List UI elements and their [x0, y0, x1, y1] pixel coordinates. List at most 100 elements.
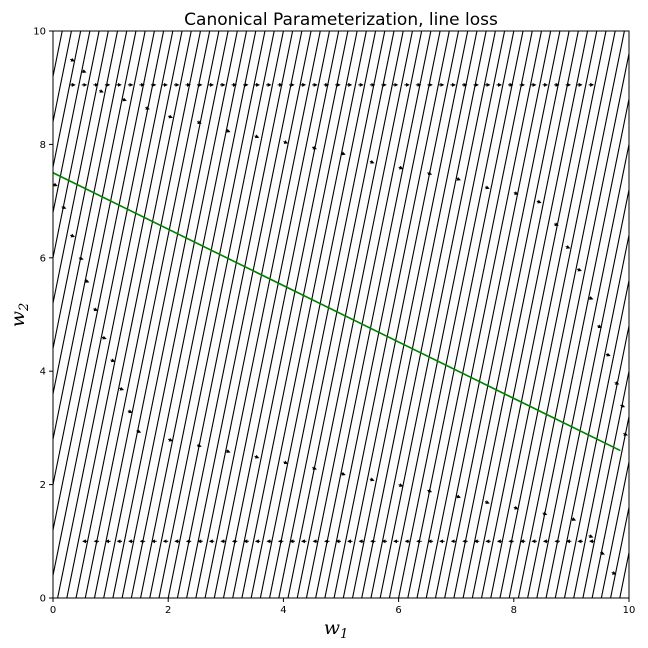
- stream-line: [222, 31, 340, 598]
- trajectory-arrow: [340, 151, 346, 156]
- trajectory-arrow: [605, 352, 611, 357]
- trajectory-arrow: [312, 466, 317, 470]
- trajectory-arrows: [53, 57, 628, 575]
- y-tick-label: 10: [33, 27, 46, 38]
- stream-line: [638, 31, 648, 598]
- stream-line: [573, 323, 629, 598]
- stream-line: [53, 31, 91, 216]
- trajectory-arrow: [225, 449, 231, 453]
- y-axis-label: w2: [7, 303, 32, 328]
- stream-line: [158, 31, 275, 598]
- trajectory-arrow: [484, 185, 490, 190]
- trajectory-arrow: [101, 335, 107, 340]
- stream-line: [536, 141, 629, 598]
- trajectory-arrow: [70, 57, 76, 62]
- stream-line: [444, 31, 561, 598]
- trajectory-arrow: [565, 245, 571, 249]
- trajectory-arrow: [513, 191, 519, 195]
- stream-line: [53, 31, 100, 261]
- trajectory-arrow: [283, 460, 289, 465]
- stream-line: [53, 31, 128, 397]
- optimum-line: [52, 172, 621, 452]
- horizontal-streams: [70, 82, 595, 544]
- stream-line: [370, 31, 487, 598]
- stream-line: [278, 31, 395, 598]
- y-tick-label: 4: [40, 367, 46, 378]
- stream-line: [204, 31, 321, 598]
- trajectory-arrow: [536, 199, 542, 204]
- trajectory-arrow: [127, 409, 133, 414]
- trajectory-arrow: [513, 505, 519, 510]
- stream-line: [554, 232, 629, 598]
- trajectory-arrow: [369, 159, 375, 164]
- y-tick-label: 2: [40, 480, 46, 491]
- stream-line: [75, 31, 192, 598]
- stream-line: [416, 31, 533, 598]
- stream-line: [0, 31, 7, 598]
- stream-lines: [0, 31, 648, 598]
- stream-line: [53, 31, 165, 579]
- trajectory-arrow: [588, 534, 594, 538]
- stream-line: [186, 31, 303, 598]
- stream-line: [53, 31, 119, 352]
- stream-line: [563, 277, 629, 598]
- trajectory-arrow: [456, 176, 461, 181]
- stream-line: [269, 31, 386, 598]
- stream-line: [232, 31, 349, 598]
- trajectory-arrow: [588, 296, 594, 300]
- chart-title: Canonical Parameterization, line loss: [184, 10, 498, 30]
- stream-line: [53, 31, 137, 443]
- trajectory-arrow: [611, 571, 617, 575]
- stream-line: [499, 31, 616, 598]
- x-tick-label: 6: [395, 605, 401, 616]
- stream-line: [545, 186, 629, 598]
- stream-line: [53, 31, 146, 488]
- stream-line: [379, 31, 496, 598]
- trajectory-arrow: [600, 551, 605, 555]
- stream-line: [140, 31, 257, 598]
- trajectory-arrow: [93, 307, 99, 312]
- stream-line: [167, 31, 284, 598]
- stream-line: [112, 31, 229, 598]
- stream-line: [259, 31, 377, 598]
- stream-line: [195, 31, 312, 598]
- x-axis-ticks: 0 2 4 6 8 10: [50, 598, 635, 616]
- stream-line: [103, 31, 220, 598]
- stream-line: [57, 31, 174, 598]
- stream-line: [434, 31, 552, 598]
- trajectory-arrow: [597, 324, 603, 329]
- trajectory-arrow: [84, 279, 90, 283]
- trajectory-arrow: [614, 381, 620, 385]
- y-axis-ticks: 0 2 4 6 8 10: [33, 27, 53, 605]
- trajectory-arrow: [121, 97, 127, 102]
- stream-line: [93, 31, 211, 598]
- y-tick-label: 6: [40, 253, 46, 264]
- x-tick-label: 0: [50, 605, 56, 616]
- stream-line: [324, 31, 441, 598]
- trajectory-arrow: [61, 205, 67, 210]
- trajectory-arrow: [70, 233, 76, 238]
- stream-line: [481, 31, 598, 598]
- x-tick-label: 2: [165, 605, 171, 616]
- trajectory-arrow: [225, 128, 231, 133]
- stream-line: [582, 368, 629, 598]
- stream-line: [130, 31, 248, 598]
- stream-line: [425, 31, 542, 598]
- trajectory-arrow: [119, 386, 124, 391]
- trajectory-arrow: [196, 120, 202, 124]
- stream-line: [398, 31, 515, 598]
- stream-line: [471, 31, 589, 598]
- trajectory-arrow: [98, 89, 104, 93]
- trajectory-arrow: [136, 429, 142, 433]
- stream-line: [66, 31, 183, 598]
- stream-line: [305, 31, 423, 598]
- trajectory-arrow: [398, 483, 404, 487]
- stream-line: [149, 31, 266, 598]
- plot-frame: [52, 30, 630, 599]
- trajectory-arrow: [254, 134, 260, 139]
- trajectory-arrow: [620, 403, 626, 408]
- trajectory-arrow: [542, 511, 548, 516]
- stream-line: [490, 31, 607, 598]
- y-tick-label: 0: [40, 594, 46, 605]
- stream-line: [600, 459, 629, 598]
